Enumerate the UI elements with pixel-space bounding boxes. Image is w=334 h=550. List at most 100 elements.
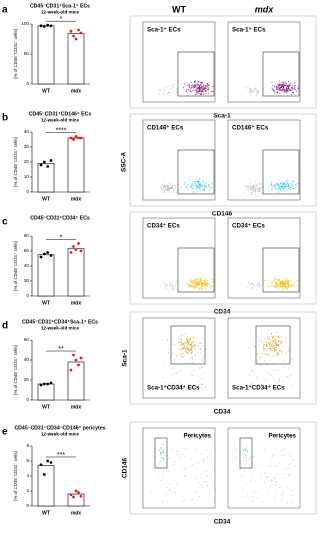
event-dot (280, 283, 282, 285)
event-dot (255, 188, 257, 190)
event-dot (289, 189, 291, 191)
event-dot (283, 285, 285, 287)
event-dot (197, 183, 199, 185)
event-dot (291, 358, 293, 360)
event-dot (272, 280, 275, 282)
event-dot (173, 359, 175, 361)
event-dot (272, 355, 274, 357)
event-dot (201, 82, 203, 84)
event-dot (288, 283, 290, 285)
event-dot (179, 371, 181, 373)
event-dot (194, 338, 196, 340)
event-dot (273, 345, 275, 347)
gate-label: Pericytes (183, 433, 211, 440)
event-dot (181, 343, 183, 345)
event-dot (275, 350, 277, 352)
column-label: mdx (255, 4, 275, 14)
event-dot (293, 459, 295, 461)
data-point (42, 382, 46, 386)
event-dot (284, 286, 286, 288)
event-dot (277, 370, 279, 372)
event-dot (276, 382, 278, 384)
x-tick-label: mdx (71, 404, 82, 410)
event-dot (192, 86, 195, 88)
event-dot (200, 82, 202, 84)
event-dot (173, 287, 175, 290)
event-dot (283, 469, 286, 471)
event-dot (279, 285, 281, 287)
event-dot (197, 179, 199, 181)
event-dot (245, 184, 248, 186)
event-dot (202, 459, 204, 461)
event-dot (266, 345, 268, 347)
event-dot (281, 351, 283, 353)
event-dot (251, 473, 254, 475)
event-dot (184, 362, 187, 364)
event-dot (176, 282, 178, 285)
event-dot (284, 82, 286, 84)
event-dot (175, 186, 177, 188)
event-dot (267, 349, 269, 351)
event-dot (158, 449, 160, 451)
event-dot (162, 452, 164, 454)
event-dot (209, 287, 211, 289)
event-dot (253, 89, 256, 91)
event-dot (193, 286, 195, 288)
event-dot (206, 288, 208, 290)
event-dot (200, 283, 202, 285)
event-dot (196, 286, 198, 288)
event-dot (260, 284, 262, 286)
event-dot (197, 284, 199, 286)
event-dot (285, 280, 287, 282)
event-dot (269, 348, 271, 350)
event-dot (252, 500, 254, 502)
bar (37, 25, 55, 85)
event-dot (176, 354, 179, 356)
event-dot (182, 348, 185, 350)
event-dot (198, 287, 200, 289)
event-dot (203, 276, 205, 278)
event-dot (271, 344, 273, 346)
event-dot (175, 356, 177, 358)
data-point (49, 254, 53, 257)
event-dot (279, 280, 281, 282)
event-dot (281, 184, 284, 186)
event-dot (272, 345, 275, 347)
event-dot (257, 92, 259, 94)
event-dot (246, 457, 248, 459)
event-dot (246, 451, 248, 453)
event-dot (284, 337, 286, 339)
event-dot (278, 183, 280, 185)
event-dot (202, 180, 204, 182)
event-dot (257, 285, 259, 287)
event-dot (258, 91, 260, 93)
flow-plot: CD34⁺ ECs (227, 217, 301, 299)
event-dot (244, 448, 246, 450)
event-dot (285, 276, 287, 279)
event-dot (291, 89, 293, 91)
panel-letter: d (2, 321, 8, 332)
event-dot (289, 84, 291, 86)
event-dot (158, 462, 161, 464)
event-dot (194, 180, 196, 183)
event-dot (274, 335, 277, 337)
event-dot (275, 341, 277, 343)
event-dot (279, 86, 282, 88)
event-dot (169, 190, 171, 192)
event-dot (250, 188, 252, 190)
event-dot (162, 452, 164, 455)
event-dot (256, 289, 258, 291)
event-dot (172, 353, 174, 355)
event-dot (282, 289, 284, 291)
event-dot (186, 489, 188, 491)
event-dot (250, 182, 252, 184)
event-dot (183, 184, 185, 186)
event-dot (282, 492, 284, 494)
event-dot (191, 281, 193, 283)
event-dot (247, 493, 249, 496)
data-point (79, 249, 83, 253)
event-dot (274, 496, 276, 498)
event-dot (267, 285, 269, 287)
event-dot (285, 467, 287, 469)
x-tick-label: WT (42, 88, 50, 94)
